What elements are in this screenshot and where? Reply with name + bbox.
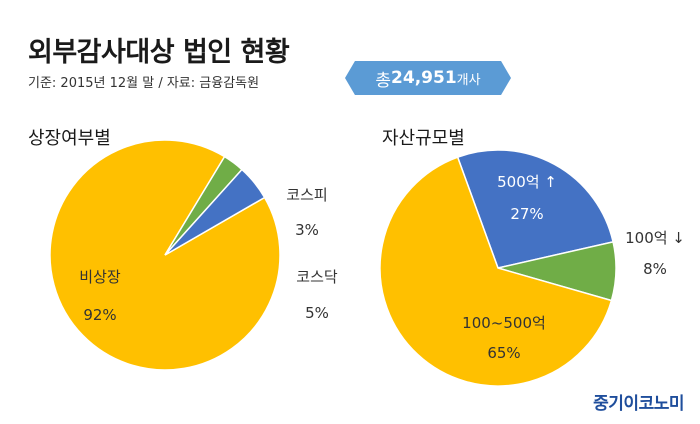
total-count-badge: 총 24,951 개사 (345, 61, 511, 95)
pie2-slice-3-label: 100~500억 (462, 314, 546, 332)
pie2-slice-1-value: 27% (510, 205, 543, 223)
pie1-slice-1-label: 비상장 (79, 268, 121, 286)
pie2-slice-3-value: 65% (487, 344, 520, 362)
pie1-slice-3-value: 5% (305, 304, 329, 322)
brand-logo: 중기이코노미 (593, 394, 684, 414)
chart-title-asset-size: 자산규모별 (382, 128, 465, 149)
total-count-unit: 개사 (456, 72, 481, 88)
page-title: 외부감사대상 법인 현황 (28, 37, 290, 68)
total-count-value: 24,951 (391, 68, 457, 88)
pie1-slice-2-value: 3% (295, 221, 319, 239)
source-note: 기준: 2015년 12월 말 / 자료: 금융감독원 (28, 76, 260, 91)
pie2-slice-1-label: 500억 ↑ (497, 173, 557, 191)
chart-title-listing: 상장여부별 (28, 128, 111, 149)
pie1-slice-2-label: 코스피 (286, 186, 327, 204)
pie2-slice-2-value: 8% (643, 260, 667, 278)
total-prefix: 총 (375, 70, 392, 91)
pie1-slice-3-label: 코스닥 (296, 268, 338, 286)
pie1-slice-3 (164, 168, 266, 256)
pie2-slice-2-label: 100억 ↓ (625, 229, 685, 247)
pie2-slice-3 (379, 156, 613, 387)
pie2-slice-1 (456, 149, 614, 269)
pie1-slice-1-value: 92% (83, 306, 116, 324)
